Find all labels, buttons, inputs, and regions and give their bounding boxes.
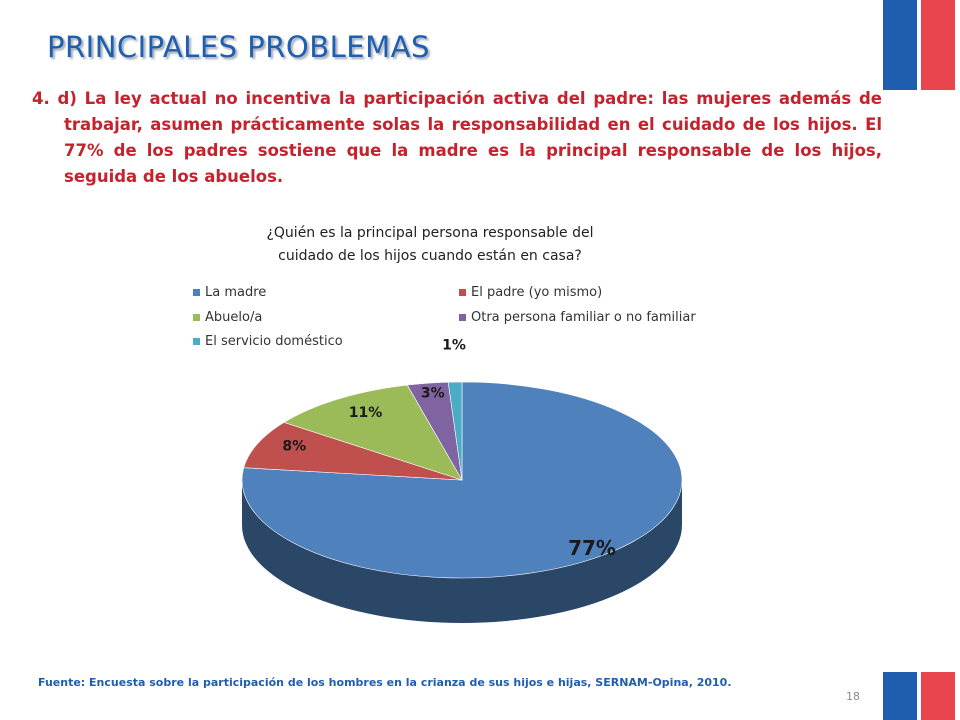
legend-label-la-madre: La madre <box>205 285 267 300</box>
data-label-el-padre: 8% <box>282 438 306 454</box>
slide-description: 4. d) La ley actual no incentiva la part… <box>32 86 882 190</box>
pie-side-la-madre <box>242 480 682 623</box>
legend-item-abuelo: Abuelo/a <box>193 310 262 325</box>
description-text: 4. d) La ley actual no incentiva la part… <box>32 89 882 186</box>
legend-item-la-madre: La madre <box>193 285 266 300</box>
legend-label-abuelo: Abuelo/a <box>205 310 263 325</box>
chile-flag-top <box>883 0 955 90</box>
chart-title-line-2: cuidado de los hijos cuando están en cas… <box>278 248 582 264</box>
legend-item-el-padre: El padre (yo mismo) <box>459 285 602 300</box>
pie-slice-abuelo <box>283 384 463 481</box>
pie-slice-servicio-domestico <box>447 381 463 481</box>
legend-item-otra-persona: Otra persona familiar o no familiar <box>459 310 696 325</box>
slide-title: PRINCIPALES PROBLEMAS <box>47 30 430 64</box>
chile-flag-bottom <box>883 672 955 720</box>
legend-label-otra-persona: Otra persona familiar o no familiar <box>471 310 696 325</box>
chart-title: ¿Quién es la principal persona responsab… <box>220 222 640 268</box>
pie-labels: 77% 8% 11% 3% 1% <box>282 337 616 560</box>
legend-swatch-abuelo <box>193 314 200 321</box>
legend-swatch-el-padre <box>459 289 466 296</box>
legend-swatch-la-madre <box>193 289 200 296</box>
data-label-la-madre: 77% <box>568 536 616 560</box>
legend-label-servicio-domestico: El servicio doméstico <box>205 334 343 349</box>
data-label-abuelo: 11% <box>349 405 383 421</box>
pie-body <box>241 381 683 623</box>
legend-label-el-padre: El padre (yo mismo) <box>471 285 603 300</box>
source-note: Fuente: Encuesta sobre la participación … <box>38 676 732 689</box>
chart-title-line-1: ¿Quién es la principal persona responsab… <box>266 225 594 241</box>
data-label-otra-persona: 3% <box>421 386 445 402</box>
page-number: 18 <box>846 690 860 703</box>
data-label-servicio-domestico: 1% <box>442 337 466 353</box>
legend-swatch-servicio-domestico <box>193 338 200 345</box>
legend-item-servicio-domestico: El servicio doméstico <box>193 334 343 349</box>
pie-slice-el-padre <box>243 422 463 481</box>
legend-swatch-otra-persona <box>459 314 466 321</box>
